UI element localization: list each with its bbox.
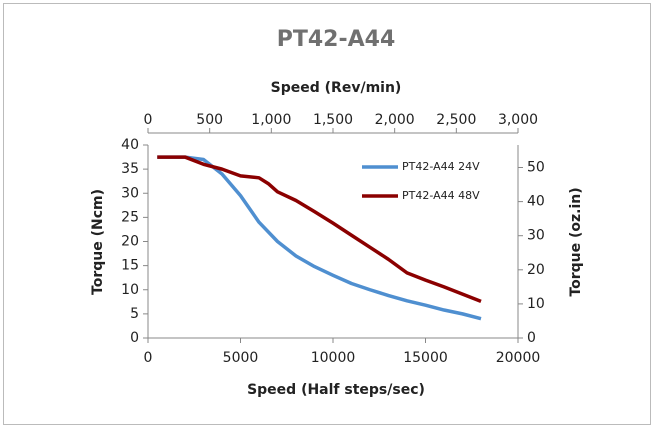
x2-tick-label: 2,000 <box>375 112 415 128</box>
y2-tick-label: 50 <box>527 160 545 176</box>
legend-label: PT42-A44 24V <box>402 160 480 173</box>
y-axis-title: Torque (Ncm) <box>90 189 106 295</box>
x-tick-label: 0 <box>144 350 153 366</box>
y-tick-label: 20 <box>121 234 139 250</box>
series-line <box>157 155 482 303</box>
y2-tick-label: 40 <box>527 194 545 210</box>
y2-tick-label: 10 <box>527 296 545 312</box>
x2-tick-label: 1,500 <box>313 112 353 128</box>
y2-tick-label: 30 <box>527 228 545 244</box>
y2-tick-label: 20 <box>527 262 545 278</box>
series-line <box>157 155 482 321</box>
x2-tick-label: 1,000 <box>251 112 291 128</box>
x2-axis-title: Speed (Rev/min) <box>271 80 402 96</box>
y-tick-label: 0 <box>130 330 139 346</box>
y-tick-label: 25 <box>121 209 139 225</box>
y2-axis-title: Torque (oz.in) <box>568 187 584 296</box>
x-tick-label: 20000 <box>496 350 541 366</box>
y-tick-label: 40 <box>121 137 139 153</box>
x-tick-label: 10000 <box>311 350 356 366</box>
y-tick-label: 10 <box>121 282 139 298</box>
x-tick-label: 15000 <box>403 350 448 366</box>
x2-tick-label: 0 <box>144 112 153 128</box>
x2-tick-label: 500 <box>196 112 223 128</box>
x2-tick-label: 2,500 <box>436 112 476 128</box>
x2-tick-label: 3,000 <box>498 112 538 128</box>
x-tick-label: 5000 <box>223 350 259 366</box>
chart-border <box>3 3 651 425</box>
x-axis-title: Speed (Half steps/sec) <box>247 382 425 398</box>
y-tick-label: 5 <box>130 306 139 322</box>
y2-tick-label: 0 <box>527 330 536 346</box>
y-tick-label: 35 <box>121 161 139 177</box>
legend-label: PT42-A44 48V <box>402 189 480 202</box>
chart-title: PT42-A44 <box>277 27 396 52</box>
y-tick-label: 15 <box>121 258 139 274</box>
y-tick-label: 30 <box>121 185 139 201</box>
